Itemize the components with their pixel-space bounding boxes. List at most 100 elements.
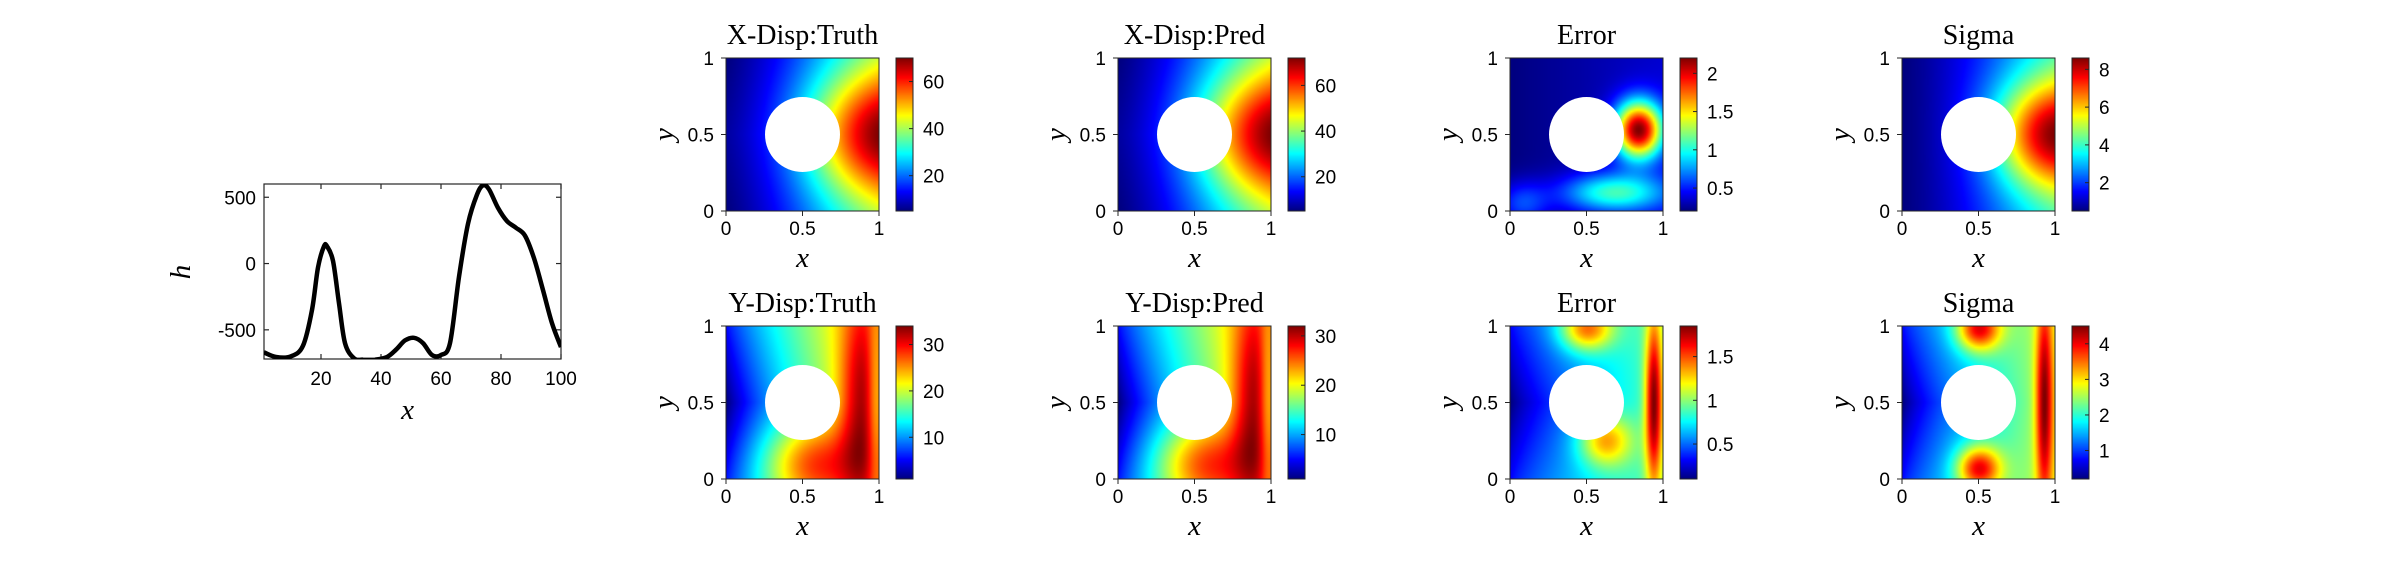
y-axis-label: y xyxy=(1432,128,1464,144)
x-tick-label: 0 xyxy=(1113,487,1124,508)
colorbar-tick-label: 10 xyxy=(923,428,944,449)
heatmap-panel: X-Disp:Pred 0 0.5 1 0 0.5 1 x y 20 40 60 xyxy=(1040,20,1336,274)
y-axis-label: y xyxy=(1040,128,1072,144)
colorbar-tick-label: 60 xyxy=(923,73,944,94)
colorbar-tick-label: 20 xyxy=(1315,168,1336,189)
y-tick-label: 0 xyxy=(1487,202,1498,223)
y-tick-label: 1 xyxy=(703,49,714,70)
colorbar-tick-label: 0.5 xyxy=(1707,179,1733,200)
plot-area xyxy=(263,183,562,360)
y-axis-label: y xyxy=(648,396,680,412)
heatmap-field xyxy=(1510,326,1663,479)
x-tick-label: 0.5 xyxy=(1181,487,1207,508)
colorbar-frame xyxy=(2071,325,2090,480)
y-tick-label: 0.5 xyxy=(688,126,714,147)
y-tick-label: 0.5 xyxy=(1080,126,1106,147)
colorbar-tick-label: 20 xyxy=(923,382,944,403)
heatmap-field xyxy=(1510,58,1663,211)
y-tick-label: 0 xyxy=(1095,202,1106,223)
colorbar-tick-label: 1.5 xyxy=(1707,103,1733,124)
heatmap-field xyxy=(1902,58,2055,211)
y-tick-label: 0 xyxy=(703,470,714,491)
panel-title: X-Disp:Pred xyxy=(1124,20,1266,51)
x-tick-label: 0.5 xyxy=(1573,219,1599,240)
colorbar-tick-label: 0.5 xyxy=(1707,435,1733,456)
heatmap-field xyxy=(1902,326,2055,479)
x-tick-label: 0.5 xyxy=(789,219,815,240)
x-axis-label: x xyxy=(400,394,414,426)
x-tick-label: 1 xyxy=(1266,219,1277,240)
colorbar xyxy=(896,326,913,479)
panel-title: X-Disp:Truth xyxy=(727,20,878,51)
y-tick-label: 0.5 xyxy=(1864,126,1890,147)
y-tick-label: 1 xyxy=(1487,49,1498,70)
panel-title: Sigma xyxy=(1943,288,2015,319)
colorbar xyxy=(2072,326,2089,479)
y-tick-label: 0.5 xyxy=(1864,394,1890,415)
x-axis-label: x xyxy=(1187,242,1201,274)
heatmap-field xyxy=(1118,58,1271,211)
heatmap-panel: X-Disp:Truth 0 0.5 1 0 0.5 1 x y 20 40 60 xyxy=(648,20,944,274)
x-tick-label: 0.5 xyxy=(1573,487,1599,508)
colorbar-tick-label: 20 xyxy=(1315,376,1336,397)
x-axis-label: x xyxy=(795,242,809,274)
colorbar-frame xyxy=(1679,325,1698,480)
x-tick-label: 1 xyxy=(2050,487,2061,508)
y-tick-label: 0 xyxy=(703,202,714,223)
x-tick-label: 1 xyxy=(1266,487,1277,508)
x-tick-label: 1 xyxy=(874,219,885,240)
x-tick-label: 0 xyxy=(721,487,732,508)
colorbar-tick-label: 30 xyxy=(1315,327,1336,348)
x-tick-label: 0.5 xyxy=(1965,219,1991,240)
y-tick-label: 1 xyxy=(1487,317,1498,338)
colorbar-tick-label: 8 xyxy=(2099,60,2110,81)
colorbar-tick-label: 1.5 xyxy=(1707,348,1733,369)
x-tick-label: 0 xyxy=(1505,219,1516,240)
line-chart: 20 40 60 80 100 500 0 -500 x h xyxy=(165,183,577,426)
colorbar-frame xyxy=(2071,57,2090,212)
colorbar-tick-label: 2 xyxy=(1707,64,1718,85)
y-tick-label: 1 xyxy=(1879,49,1890,70)
colorbar-tick-label: 1 xyxy=(1707,391,1718,412)
colorbar-tick-label: 4 xyxy=(2099,136,2110,157)
heatmap-panel: Error 0 0.5 1 0 0.5 1 x y 0.5 1 1.5 2 xyxy=(1432,20,1733,274)
x-tick-label: 0 xyxy=(1897,487,1908,508)
y-tick-label: -500 xyxy=(218,321,256,342)
panel-title: Sigma xyxy=(1943,20,2015,51)
colorbar-tick-label: 40 xyxy=(923,120,944,141)
x-tick-label: 1 xyxy=(1658,219,1669,240)
colorbar-tick-label: 1 xyxy=(1707,141,1718,162)
y-tick-label: 0 xyxy=(245,255,256,276)
panel-title: Error xyxy=(1557,288,1617,319)
colorbar xyxy=(896,58,913,211)
y-axis-label: y xyxy=(1040,396,1072,412)
x-axis-label: x xyxy=(1971,242,1985,274)
colorbar xyxy=(1288,326,1305,479)
heatmap-panel: Sigma 0 0.5 1 0 0.5 1 x y 1 2 3 4 xyxy=(1824,288,2110,542)
panel-title: Y-Disp:Truth xyxy=(728,288,876,319)
series-line xyxy=(264,184,561,359)
colorbar-tick-label: 6 xyxy=(2099,98,2110,119)
x-axis-label: x xyxy=(1579,510,1593,542)
y-tick-label: 1 xyxy=(1095,49,1106,70)
y-tick-label: 1 xyxy=(703,317,714,338)
heatmap-field xyxy=(726,326,879,479)
colorbar-tick-label: 4 xyxy=(2099,335,2110,356)
y-tick-label: 0.5 xyxy=(1080,394,1106,415)
heatmap-panel: Sigma 0 0.5 1 0 0.5 1 x y 2 4 6 8 xyxy=(1824,20,2110,274)
colorbar xyxy=(1680,58,1697,211)
x-tick-label: 0 xyxy=(1505,487,1516,508)
heatmap-field xyxy=(726,58,879,211)
heatmap-field xyxy=(1118,326,1271,479)
x-tick-label: 0.5 xyxy=(1181,219,1207,240)
colorbar xyxy=(2072,58,2089,211)
x-tick-label: 1 xyxy=(1658,487,1669,508)
colorbar-tick-label: 2 xyxy=(2099,174,2110,195)
x-tick-label: 0 xyxy=(721,219,732,240)
y-tick-label: 0 xyxy=(1879,470,1890,491)
x-tick-label: 80 xyxy=(490,369,511,390)
x-tick-label: 0.5 xyxy=(789,487,815,508)
x-tick-label: 0 xyxy=(1897,219,1908,240)
